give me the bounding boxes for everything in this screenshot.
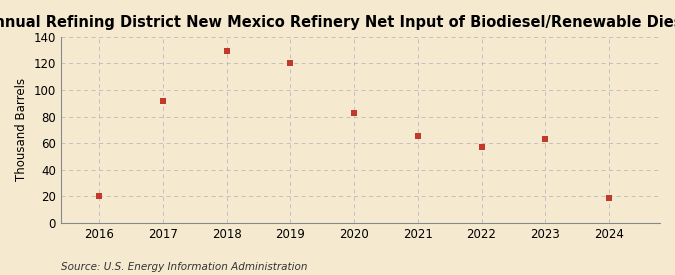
Text: Source: U.S. Energy Information Administration: Source: U.S. Energy Information Administ… [61, 262, 307, 272]
Point [221, 49, 232, 54]
Point [348, 110, 359, 115]
Point [603, 196, 614, 200]
Point [476, 145, 487, 149]
Point [157, 98, 168, 103]
Point [412, 134, 423, 139]
Point [540, 137, 551, 141]
Y-axis label: Thousand Barrels: Thousand Barrels [15, 78, 28, 182]
Point [285, 61, 296, 65]
Point [94, 194, 105, 199]
Title: Annual Refining District New Mexico Refinery Net Input of Biodiesel/Renewable Di: Annual Refining District New Mexico Refi… [0, 15, 675, 30]
